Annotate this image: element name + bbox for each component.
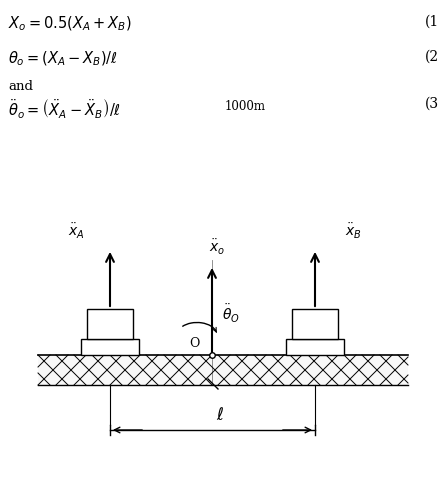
Text: $\ddot{x}_A$: $\ddot{x}_A$	[68, 222, 85, 241]
Text: $\ell$: $\ell$	[216, 407, 224, 424]
Text: $X_o = 0.5(X_A + X_B)$: $X_o = 0.5(X_A + X_B)$	[8, 15, 132, 33]
Bar	[38, 355, 408, 385]
Text: $\ddot{x}_o$: $\ddot{x}_o$	[209, 238, 225, 257]
Text: (3: (3	[425, 97, 439, 111]
Text: O: O	[190, 337, 200, 350]
Text: (1: (1	[425, 15, 439, 29]
Text: $\theta_o = (X_A - X_B)/\ell$: $\theta_o = (X_A - X_B)/\ell$	[8, 50, 118, 68]
Text: $\ddot{\theta}_O$: $\ddot{\theta}_O$	[222, 303, 240, 325]
Text: (2: (2	[425, 50, 439, 64]
Text: $\ddot{x}_B$: $\ddot{x}_B$	[345, 222, 362, 241]
Bar	[292, 309, 338, 339]
Text: and: and	[8, 80, 33, 93]
Bar	[81, 339, 139, 355]
Text: $\ddot{\theta}_o = \left(\ddot{X}_A - \ddot{X}_B\right)/\ell$: $\ddot{\theta}_o = \left(\ddot{X}_A - \d…	[8, 97, 121, 120]
Text: 1000m: 1000m	[225, 100, 266, 113]
Bar	[87, 309, 133, 339]
Bar	[286, 339, 344, 355]
